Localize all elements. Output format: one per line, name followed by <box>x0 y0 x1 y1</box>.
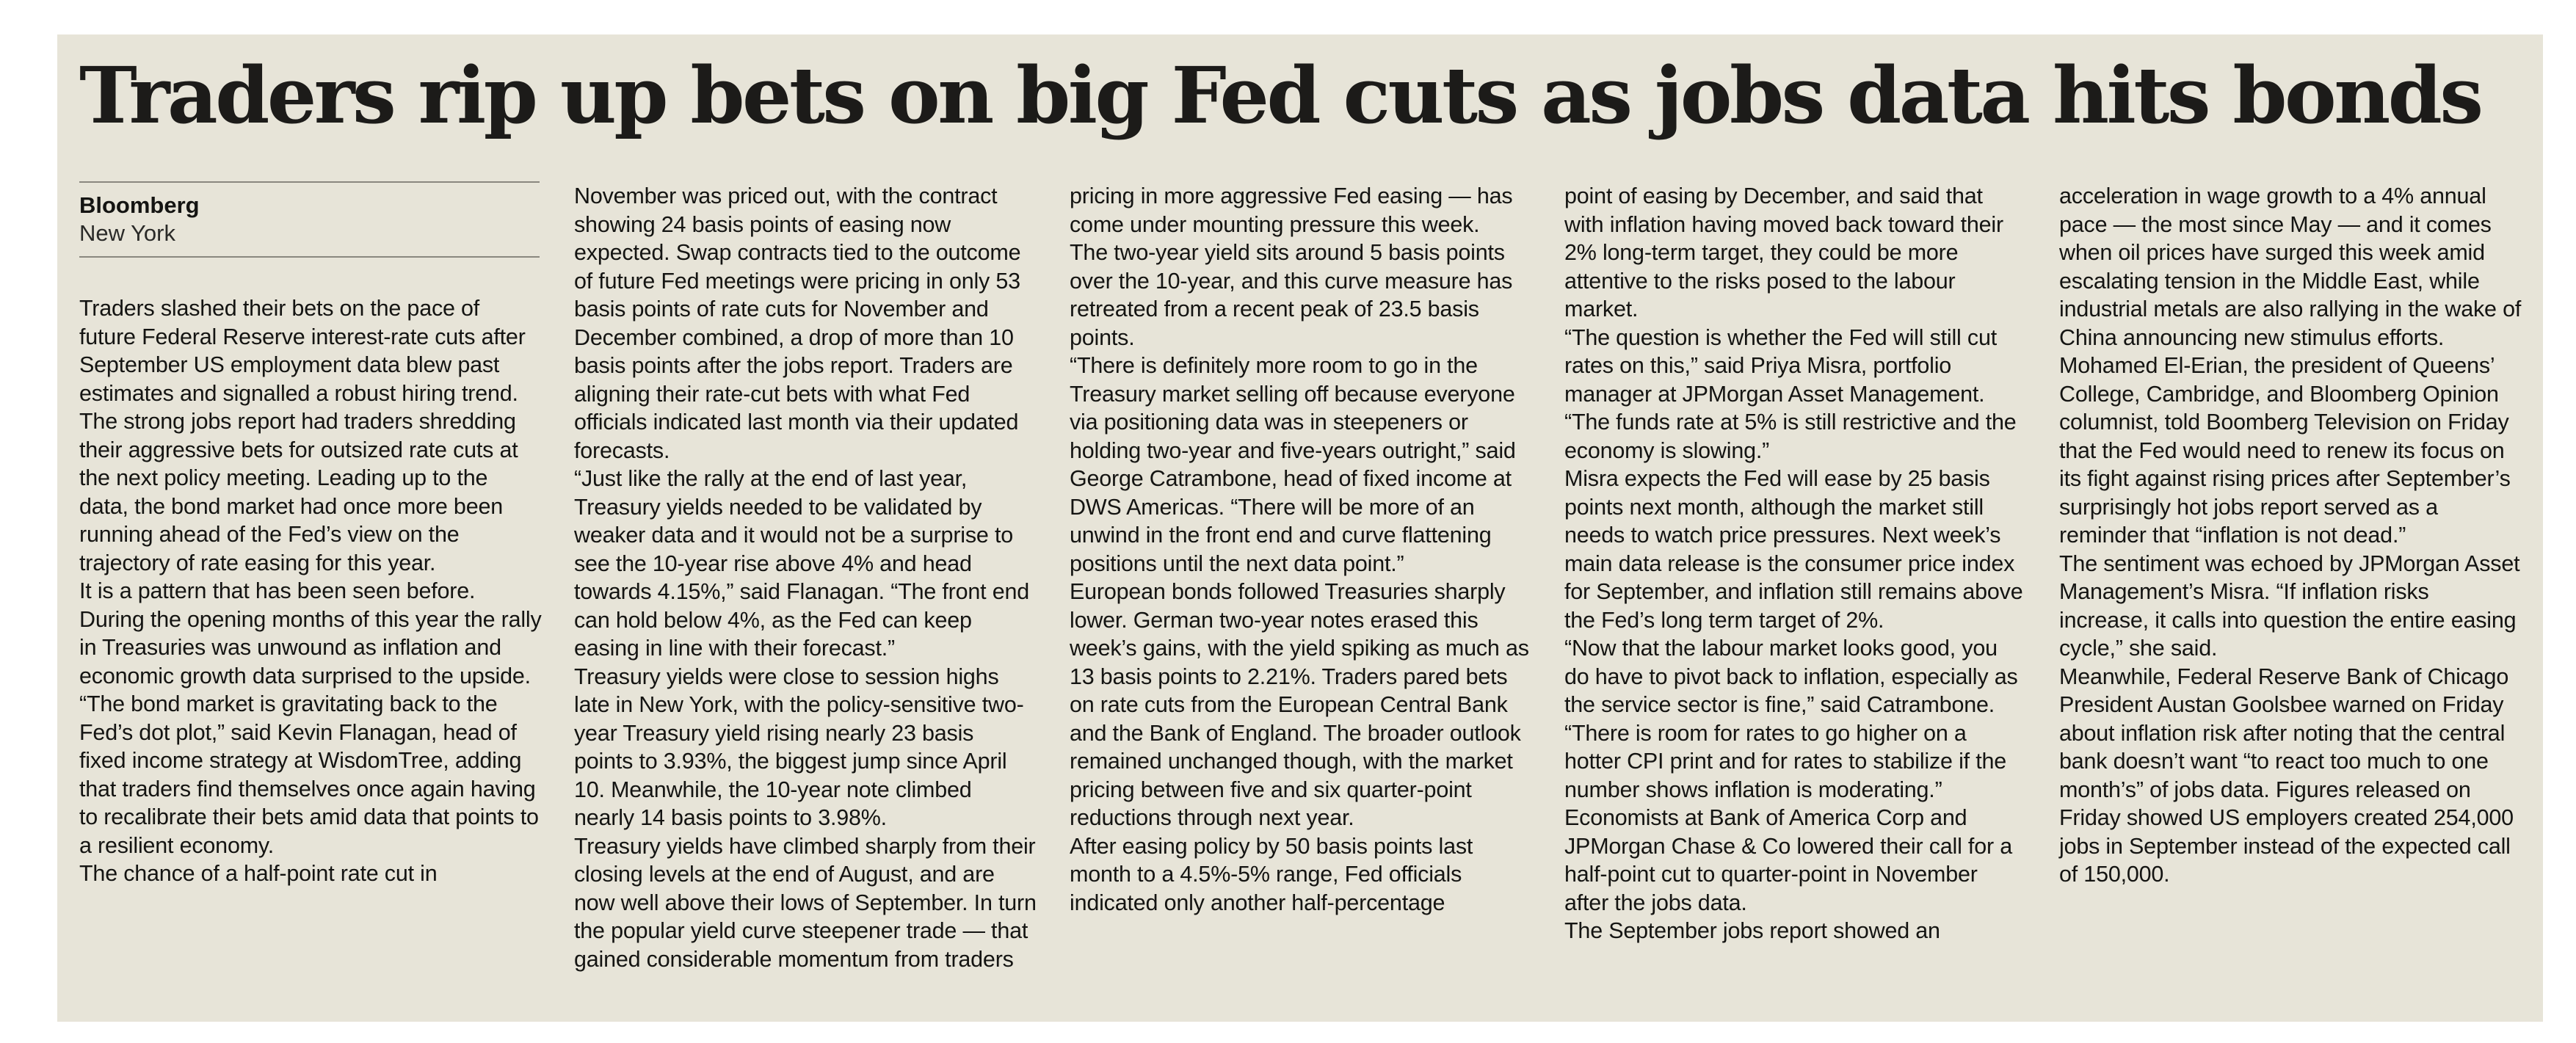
paragraph: The strong jobs report had traders shred… <box>79 409 518 575</box>
paragraph: “Now that the labour market looks good, … <box>1564 636 2018 802</box>
paragraph: The chance of a half-point rate cut in <box>79 861 438 886</box>
paragraph: Treasury yields have climbed sharply fro… <box>574 833 1037 972</box>
paragraph: pricing in more aggressive Fed easing — … <box>1070 183 1513 237</box>
paragraph: acceleration in wage growth to a 4% annu… <box>2059 183 2522 350</box>
paragraph: It is a pattern that has been seen befor… <box>79 578 542 688</box>
paragraph: The sentiment was echoed by JPMorgan Ass… <box>2059 550 2520 661</box>
paragraph: The September jobs report showed an <box>1564 918 1940 943</box>
article-column-1: Traders slashed their bets on the pace o… <box>79 294 542 888</box>
article-column-5: acceleration in wage growth to a 4% annu… <box>2059 182 2522 889</box>
source-name: Bloomberg <box>79 192 200 218</box>
paragraph: “The question is whether the Fed will st… <box>1564 324 2017 463</box>
headline: Traders rip up bets on big Fed cuts as j… <box>79 49 2484 141</box>
article-column-2: November was priced out, with the contra… <box>574 182 1037 973</box>
article-column-3: pricing in more aggressive Fed easing — … <box>1070 182 1532 917</box>
paragraph: “The bond market is gravitating back to … <box>79 691 539 858</box>
paragraph: November was priced out, with the contra… <box>574 183 1021 463</box>
paragraph: The two-year yield sits around 5 basis p… <box>1070 240 1513 350</box>
paragraph: Misra expects the Fed will ease by 25 ba… <box>1564 466 2023 633</box>
paragraph: point of easing by December, and said th… <box>1564 183 2003 321</box>
paragraph: Meanwhile, Federal Reserve Bank of Chica… <box>2059 664 2514 887</box>
article-column-4: point of easing by December, and said th… <box>1564 182 2027 945</box>
paragraph: “There is definitely more room to go in … <box>1070 353 1516 576</box>
paragraph: Mohamed El-Erian, the president of Queen… <box>2059 353 2511 548</box>
paragraph: Economists at Bank of America Corp and J… <box>1564 805 2012 915</box>
paragraph: After easing policy by 50 basis points l… <box>1070 833 1473 915</box>
dateline-location: New York <box>79 220 175 246</box>
paragraph: Traders slashed their bets on the pace o… <box>79 296 526 406</box>
paragraph: “Just like the rally at the end of last … <box>574 466 1029 661</box>
paragraph: European bonds followed Treasuries sharp… <box>1070 579 1529 830</box>
byline: Bloomberg New York <box>79 181 540 258</box>
paragraph: Treasury yields were close to session hi… <box>574 664 1024 831</box>
newspaper-clipping: Traders rip up bets on big Fed cuts as j… <box>57 34 2543 1022</box>
